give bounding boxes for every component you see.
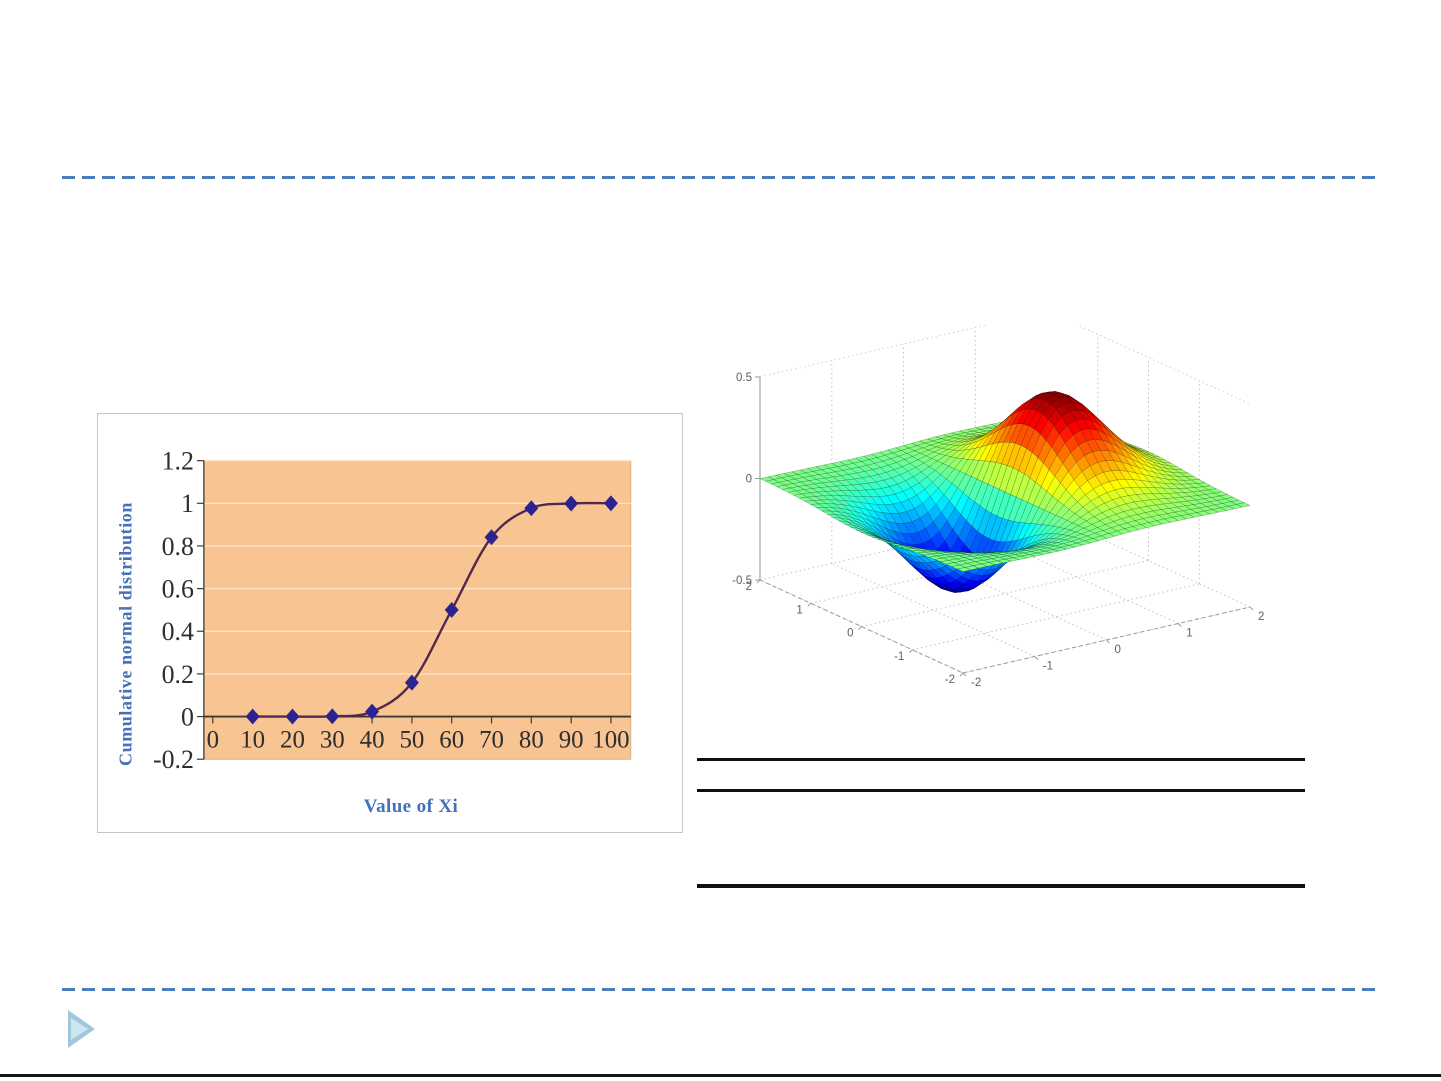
surface-tick-label: -2 (945, 674, 955, 686)
table-header-rule (697, 789, 1305, 792)
surface-tick-label: 1 (796, 604, 802, 616)
x-tick-label: 70 (479, 726, 504, 753)
bottom-dashed-divider (62, 988, 1381, 991)
surface-tick-label: 0 (1115, 644, 1121, 656)
surface-tick-label: 0.5 (736, 372, 752, 384)
surface-tick-label: -1 (894, 651, 904, 663)
surface-tick-label: 2 (1258, 611, 1264, 623)
data-point-diamond (484, 529, 499, 546)
slide-footer-triangle-icon (68, 1010, 95, 1048)
slide-bottom-edge-line (0, 1074, 1441, 1077)
surface-mesh (759, 391, 1251, 593)
cdf-y-axis-title: Cumulative normal distribution (115, 501, 136, 767)
y-tick-label: 1 (181, 489, 194, 518)
x-tick-label: 90 (559, 726, 584, 753)
data-point-diamond (564, 495, 579, 512)
surface-tick-label: -2 (971, 677, 981, 689)
x-tick-label: 80 (519, 726, 544, 753)
top-dashed-divider (62, 176, 1381, 179)
x-tick-label: 10 (240, 726, 265, 753)
data-point-diamond (404, 674, 419, 691)
y-tick-label: 0.4 (162, 617, 194, 646)
table-top-rule (697, 758, 1305, 761)
x-tick-label: 100 (592, 726, 629, 753)
data-point-diamond (285, 708, 300, 725)
surface-tick-labels: -0.5 0 0.5 -2 -1 0 1 2 -2 -1 0 1 2 (732, 372, 1264, 689)
surface-axes (755, 376, 1254, 677)
surface-tick-label: 0 (746, 474, 752, 486)
x-tick-labels: 0 10 20 30 40 50 60 70 80 90 100 (207, 716, 630, 753)
y-tick-label: 0.6 (162, 575, 194, 604)
data-point-diamond (603, 495, 618, 512)
y-tick-label: 1.2 (162, 447, 194, 476)
y-tick-label: 0.8 (162, 532, 194, 561)
surface-tick-label: 1 (1186, 628, 1192, 640)
cdf-series-line (252, 501, 611, 718)
x-tick-label: 20 (280, 726, 305, 753)
cdf-x-axis-title: Value of Xi (363, 796, 459, 817)
y-tick-label: -0.2 (153, 745, 194, 774)
table-bottom-rule (697, 884, 1305, 888)
surface-tick-label: -0.5 (732, 575, 752, 587)
x-tick-label: 40 (360, 726, 385, 753)
surface-tick-label: 0 (847, 628, 853, 640)
surface-grid-dotted (759, 325, 1251, 674)
data-point-diamond (524, 500, 539, 517)
y-tick-labels: -0.2 0 0.2 0.4 0.6 0.8 1 1.2 (153, 447, 204, 774)
cdf-chart-frame: -0.2 0 0.2 0.4 0.6 0.8 1 1.2 0 10 20 30 40 50 60 70 80 90… (97, 413, 683, 833)
data-point-diamond (245, 708, 260, 725)
data-point-diamond (444, 601, 459, 618)
y-tick-label: 0.2 (162, 660, 194, 689)
cdf-line-chart: -0.2 0 0.2 0.4 0.6 0.8 1 1.2 0 10 20 30 40 50 60 70 80 90… (153, 447, 632, 774)
data-point-diamond (365, 703, 380, 720)
x-tick-label: 30 (320, 726, 345, 753)
surface-tick-label: -1 (1043, 661, 1053, 673)
plot-area (203, 460, 632, 760)
surface-3d-plot: -0.5 0 0.5 -2 -1 0 1 2 -2 -1 0 1 2 (732, 325, 1264, 689)
x-tick-label: 60 (439, 726, 464, 753)
triangle-inner (71, 1018, 88, 1040)
data-point-diamond (325, 708, 340, 725)
surface-tick-label: 2 (746, 581, 752, 593)
y-tick-label: 0 (181, 703, 194, 732)
x-tick-label: 0 (207, 726, 219, 753)
cdf-series-markers (245, 495, 618, 725)
x-tick-label: 50 (399, 726, 424, 753)
